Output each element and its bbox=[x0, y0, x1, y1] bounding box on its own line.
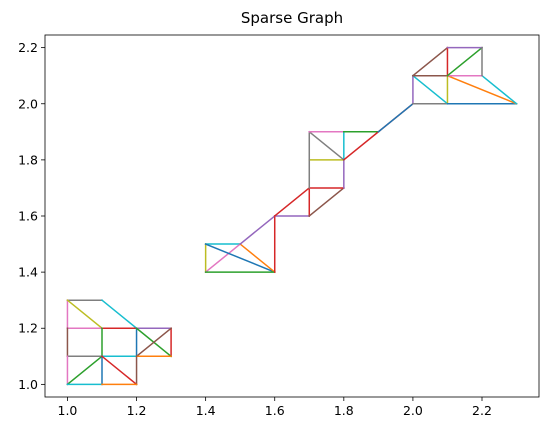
graph-edge-55 bbox=[411, 46, 449, 77]
graph-edge-12 bbox=[135, 327, 173, 358]
y-tick-label-5: 2.0 bbox=[18, 96, 38, 111]
graph-edge-40 bbox=[308, 130, 345, 161]
plot-area: 1.0 1.2 1.4 1.6 1.8 2.0 2.2 1.0 1.2 1.4 1.6 1.8 2.0… bbox=[18, 34, 540, 418]
graph-edge-19 bbox=[100, 355, 138, 386]
x-tick-label-3: 1.6 bbox=[265, 403, 285, 418]
x-tick-label-2: 1.4 bbox=[196, 403, 216, 418]
graph-edge-26 bbox=[204, 243, 276, 274]
x-tick-label-6: 2.2 bbox=[472, 403, 492, 418]
graph-edge-17 bbox=[66, 355, 104, 386]
graph-edge-45 bbox=[377, 102, 414, 133]
graph-edge-3 bbox=[66, 299, 104, 330]
x-tick-label-1: 1.2 bbox=[127, 403, 147, 418]
x-axis-ticks: 1.0 1.2 1.4 1.6 1.8 2.0 2.2 bbox=[58, 397, 492, 418]
y-tick-label-4: 1.8 bbox=[18, 152, 38, 167]
x-tick-label-0: 1.0 bbox=[58, 403, 78, 418]
y-tick-label-1: 1.2 bbox=[18, 321, 38, 336]
graph-edge-29 bbox=[239, 214, 276, 246]
graph-edge-48 bbox=[411, 74, 449, 105]
edge-layer bbox=[66, 46, 518, 386]
y-tick-label-3: 1.6 bbox=[18, 209, 38, 224]
graph-edge-53 bbox=[480, 74, 518, 105]
graph-edge-52 bbox=[446, 74, 518, 105]
graph-edge-1 bbox=[100, 299, 138, 330]
y-tick-label-6: 2.2 bbox=[18, 40, 38, 55]
chart-title: Sparse Graph bbox=[241, 9, 343, 27]
y-axis-ticks: 1.0 1.2 1.4 1.6 1.8 2.0 2.2 bbox=[18, 40, 45, 392]
graph-edge-25 bbox=[204, 243, 242, 274]
graph-edge-27 bbox=[239, 243, 276, 274]
graph-edge-57 bbox=[446, 46, 484, 77]
x-tick-label-4: 1.8 bbox=[334, 403, 354, 418]
graph-edge-32 bbox=[273, 186, 311, 218]
x-tick-label-5: 2.0 bbox=[403, 403, 423, 418]
graph-edge-34 bbox=[308, 186, 345, 218]
y-tick-label-0: 1.0 bbox=[18, 377, 38, 392]
y-tick-label-2: 1.4 bbox=[18, 265, 38, 280]
